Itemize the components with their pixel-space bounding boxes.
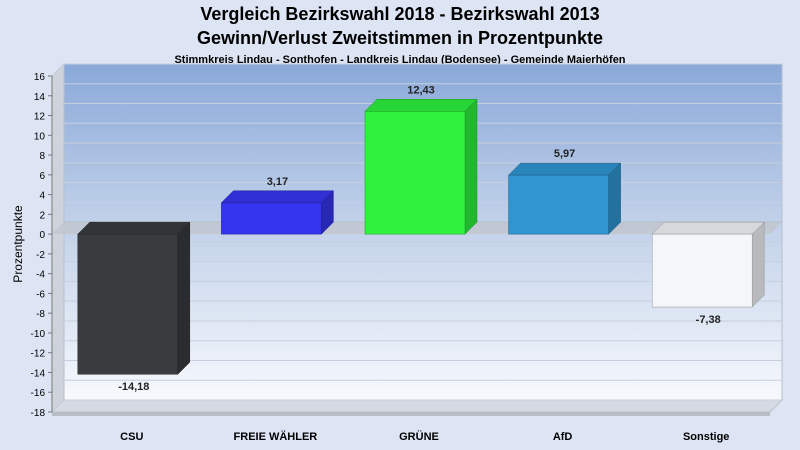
y-tick-label: 8 bbox=[39, 151, 45, 162]
y-tick-label: 14 bbox=[34, 92, 46, 103]
gridline-side bbox=[51, 281, 65, 294]
bar-top bbox=[364, 99, 478, 112]
plot-side-wall bbox=[51, 62, 65, 414]
gridline-side bbox=[51, 360, 65, 373]
gridline-side bbox=[51, 320, 65, 334]
y-tick-label: 4 bbox=[39, 191, 45, 202]
y-tick-label: -8 bbox=[36, 309, 45, 320]
gridline-side bbox=[51, 63, 65, 77]
bar bbox=[651, 233, 753, 308]
gridline-side bbox=[51, 261, 65, 275]
gridline-side bbox=[51, 122, 65, 136]
y-tick-label: -12 bbox=[31, 349, 46, 360]
bar-side bbox=[608, 162, 621, 235]
data-label: 3,17 bbox=[267, 176, 288, 188]
bar-top bbox=[651, 221, 765, 235]
plot-floor-edge bbox=[52, 412, 770, 416]
chart-subtitle: Gewinn/Verlust Zweitstimmen in Prozentpu… bbox=[196, 28, 604, 48]
bar-top bbox=[220, 190, 335, 204]
gridline-side bbox=[51, 241, 65, 255]
bar bbox=[221, 202, 322, 235]
gridline-side bbox=[51, 379, 65, 393]
data-label: 5,97 bbox=[554, 148, 575, 160]
chart-title: Vergleich Bezirkswahl 2018 - Bezirkswahl… bbox=[200, 4, 600, 24]
gridline-side bbox=[51, 162, 65, 176]
chart-region-subtitle: Stimmkreis Lindau - Sonthofen - Landkrei… bbox=[174, 54, 626, 66]
bar bbox=[364, 111, 466, 235]
y-tick-label: -14 bbox=[31, 368, 46, 379]
data-label: -14,18 bbox=[118, 381, 149, 393]
y-tick-label: 16 bbox=[34, 72, 46, 83]
y-tick-label: 2 bbox=[39, 210, 45, 221]
gridline-side bbox=[51, 182, 65, 195]
gridline-side bbox=[51, 201, 65, 215]
gridline-side bbox=[51, 83, 65, 97]
gridline-side bbox=[51, 399, 65, 413]
bar-side bbox=[751, 221, 765, 308]
bar-side bbox=[177, 221, 191, 375]
bar bbox=[508, 174, 609, 235]
gridline-side bbox=[51, 300, 65, 314]
x-tick-label: CSU bbox=[120, 431, 143, 443]
x-tick-label: FREIE WÄHLER bbox=[234, 430, 318, 443]
data-label: 12,43 bbox=[407, 84, 435, 96]
gridline-side bbox=[51, 103, 65, 116]
x-tick-label: GRÜNE bbox=[399, 430, 439, 443]
y-tick-label: 6 bbox=[39, 171, 45, 182]
y-tick-label: 12 bbox=[34, 112, 46, 123]
gridline-side bbox=[51, 340, 65, 354]
bar-side bbox=[464, 98, 478, 235]
x-tick-label: Sonstige bbox=[683, 431, 729, 443]
x-tick-label: AfD bbox=[553, 431, 573, 443]
y-tick-label: -18 bbox=[31, 408, 46, 419]
y-tick-label: -6 bbox=[36, 289, 45, 300]
y-tick-label: -16 bbox=[31, 388, 46, 399]
plot-floor bbox=[50, 399, 784, 413]
bar-top bbox=[77, 221, 191, 235]
data-label: -7,38 bbox=[696, 314, 721, 326]
y-tick-label: -2 bbox=[36, 250, 45, 261]
bar-top bbox=[507, 162, 622, 176]
gridline-side bbox=[51, 142, 65, 156]
y-tick-label: 10 bbox=[34, 131, 46, 142]
y-tick-label: -10 bbox=[31, 329, 46, 340]
y-axis-label: Prozentpunkte bbox=[11, 205, 25, 283]
y-tick-label: -4 bbox=[36, 270, 45, 281]
bar bbox=[77, 233, 179, 375]
y-tick-label: 0 bbox=[39, 230, 45, 241]
